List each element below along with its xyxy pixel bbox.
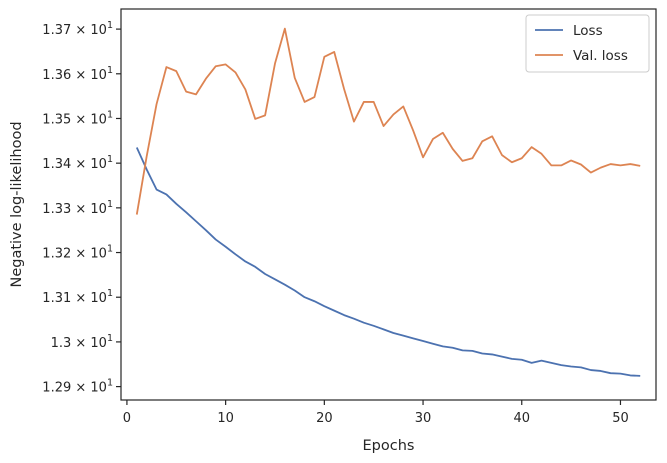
plot-frame — [120, 8, 657, 401]
legend-label-val-loss: Val. loss — [573, 48, 628, 64]
y-tick-label: 1.37 × 101 — [42, 20, 113, 38]
y-axis-label: Negative log-likelihood — [9, 121, 25, 287]
y-tick-label: 1.32 × 101 — [42, 244, 113, 262]
y-tick-label: 1.29 × 101 — [42, 378, 113, 396]
x-tick-label: 30 — [415, 411, 432, 426]
y-tick-label: 1.34 × 101 — [42, 154, 113, 172]
x-axis-label: Epochs — [363, 438, 415, 454]
y-tick-label: 1.36 × 101 — [42, 65, 113, 83]
x-tick-label: 40 — [513, 411, 530, 426]
y-tick-label: 1.31 × 101 — [42, 288, 113, 306]
series-layer — [135, 27, 641, 377]
x-axis-ticks: 0 10 20 30 40 50 — [123, 400, 629, 426]
series-line-loss — [135, 147, 641, 377]
y-axis-ticks: 1.29 × 101 1.3 × 101 1.31 × 101 1.32 × 101 1… — [42, 20, 121, 396]
x-tick-label: 50 — [612, 411, 629, 426]
legend-label-loss: Loss — [573, 23, 603, 39]
series-line-val-loss — [135, 27, 641, 215]
x-tick-label: 20 — [316, 411, 333, 426]
y-tick-label: 1.35 × 101 — [42, 109, 113, 127]
y-tick-label: 1.3 × 101 — [51, 333, 113, 351]
legend: Loss Val. loss — [525, 14, 650, 73]
y-tick-label: 1.33 × 101 — [42, 199, 113, 217]
x-tick-label: 0 — [123, 411, 131, 426]
x-tick-label: 10 — [217, 411, 234, 426]
